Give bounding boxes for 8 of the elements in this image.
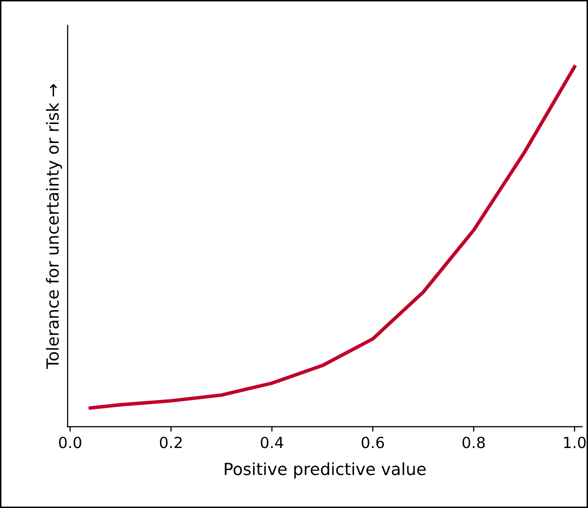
x-tick-label: 0.8	[462, 436, 485, 448]
x-tick-label: 0.4	[260, 436, 284, 448]
x-tick-label: 1.0	[564, 436, 586, 448]
x-tick-label: 0.0	[59, 436, 82, 448]
x-axis-title: Positive predictive value	[224, 462, 426, 478]
x-tick-label: 0.6	[362, 436, 384, 448]
x-tick-label: 0.2	[160, 436, 182, 448]
y-axis-title: Tolerance for uncertainty or risk →	[46, 84, 62, 369]
